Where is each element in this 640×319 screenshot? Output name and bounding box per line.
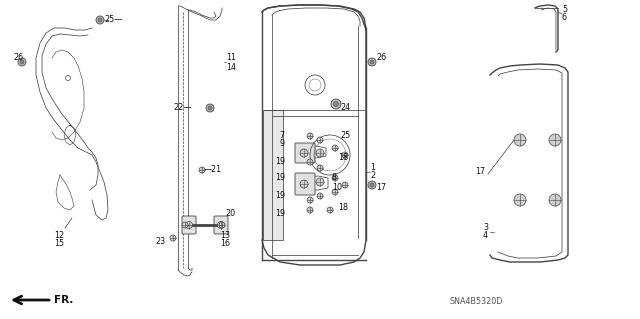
Circle shape xyxy=(316,149,324,157)
Text: 26: 26 xyxy=(13,54,23,63)
Text: 1: 1 xyxy=(370,164,375,173)
FancyBboxPatch shape xyxy=(263,110,283,240)
Circle shape xyxy=(182,222,188,228)
Text: 8: 8 xyxy=(332,174,337,182)
Text: 6: 6 xyxy=(562,13,567,23)
Text: 10: 10 xyxy=(332,183,342,192)
Text: 4: 4 xyxy=(483,232,488,241)
Text: 25: 25 xyxy=(340,131,350,140)
Circle shape xyxy=(307,197,313,203)
Circle shape xyxy=(218,221,225,228)
Circle shape xyxy=(332,145,338,151)
Text: 17: 17 xyxy=(475,167,485,176)
Circle shape xyxy=(370,60,374,64)
Text: 22—: 22— xyxy=(173,103,192,113)
FancyBboxPatch shape xyxy=(295,173,315,195)
Circle shape xyxy=(219,222,225,228)
Circle shape xyxy=(368,58,376,66)
Circle shape xyxy=(307,207,313,213)
Text: 11: 11 xyxy=(226,54,236,63)
Text: 9: 9 xyxy=(280,139,285,149)
Text: 2: 2 xyxy=(370,172,375,181)
Circle shape xyxy=(332,175,338,181)
Text: 12: 12 xyxy=(54,231,64,240)
Text: 20: 20 xyxy=(226,209,236,218)
Circle shape xyxy=(300,149,308,157)
Circle shape xyxy=(20,60,24,64)
Circle shape xyxy=(170,235,176,241)
Circle shape xyxy=(342,182,348,188)
Circle shape xyxy=(307,133,313,139)
Text: 24: 24 xyxy=(340,103,350,113)
Circle shape xyxy=(317,193,323,199)
Text: 19: 19 xyxy=(275,158,285,167)
Circle shape xyxy=(549,194,561,206)
Circle shape xyxy=(327,207,333,213)
Circle shape xyxy=(199,167,205,173)
Text: 26: 26 xyxy=(376,54,386,63)
Text: 3: 3 xyxy=(483,224,488,233)
Text: 13: 13 xyxy=(220,231,230,240)
Text: 23: 23 xyxy=(156,236,166,246)
Circle shape xyxy=(342,152,348,158)
Text: 19: 19 xyxy=(275,174,285,182)
Text: 16: 16 xyxy=(220,239,230,248)
Text: 15: 15 xyxy=(54,239,64,248)
Circle shape xyxy=(333,101,339,107)
Text: 5: 5 xyxy=(562,5,567,14)
Text: 25—: 25— xyxy=(104,16,122,25)
Circle shape xyxy=(300,180,308,188)
Text: —21: —21 xyxy=(204,166,222,174)
Circle shape xyxy=(208,106,212,110)
Circle shape xyxy=(98,18,102,22)
Text: 14: 14 xyxy=(226,63,236,72)
FancyBboxPatch shape xyxy=(295,143,315,163)
Circle shape xyxy=(317,165,323,171)
Circle shape xyxy=(317,137,323,143)
Circle shape xyxy=(368,181,376,189)
Circle shape xyxy=(307,159,313,165)
Circle shape xyxy=(316,178,324,186)
Circle shape xyxy=(332,189,338,195)
Text: 18: 18 xyxy=(338,204,348,212)
Text: 17: 17 xyxy=(376,183,386,192)
FancyBboxPatch shape xyxy=(182,216,196,234)
Circle shape xyxy=(370,183,374,187)
Circle shape xyxy=(549,134,561,146)
Text: 19: 19 xyxy=(275,209,285,218)
FancyBboxPatch shape xyxy=(214,216,228,234)
Circle shape xyxy=(514,134,526,146)
Circle shape xyxy=(18,58,26,66)
Circle shape xyxy=(331,99,341,109)
Circle shape xyxy=(96,16,104,24)
Text: 19: 19 xyxy=(275,191,285,201)
Circle shape xyxy=(186,221,193,228)
Text: 18: 18 xyxy=(338,153,348,162)
Circle shape xyxy=(514,194,526,206)
Text: SNA4B5320D: SNA4B5320D xyxy=(450,298,504,307)
Text: FR.: FR. xyxy=(54,295,74,305)
Text: 7: 7 xyxy=(280,131,285,140)
Circle shape xyxy=(206,104,214,112)
